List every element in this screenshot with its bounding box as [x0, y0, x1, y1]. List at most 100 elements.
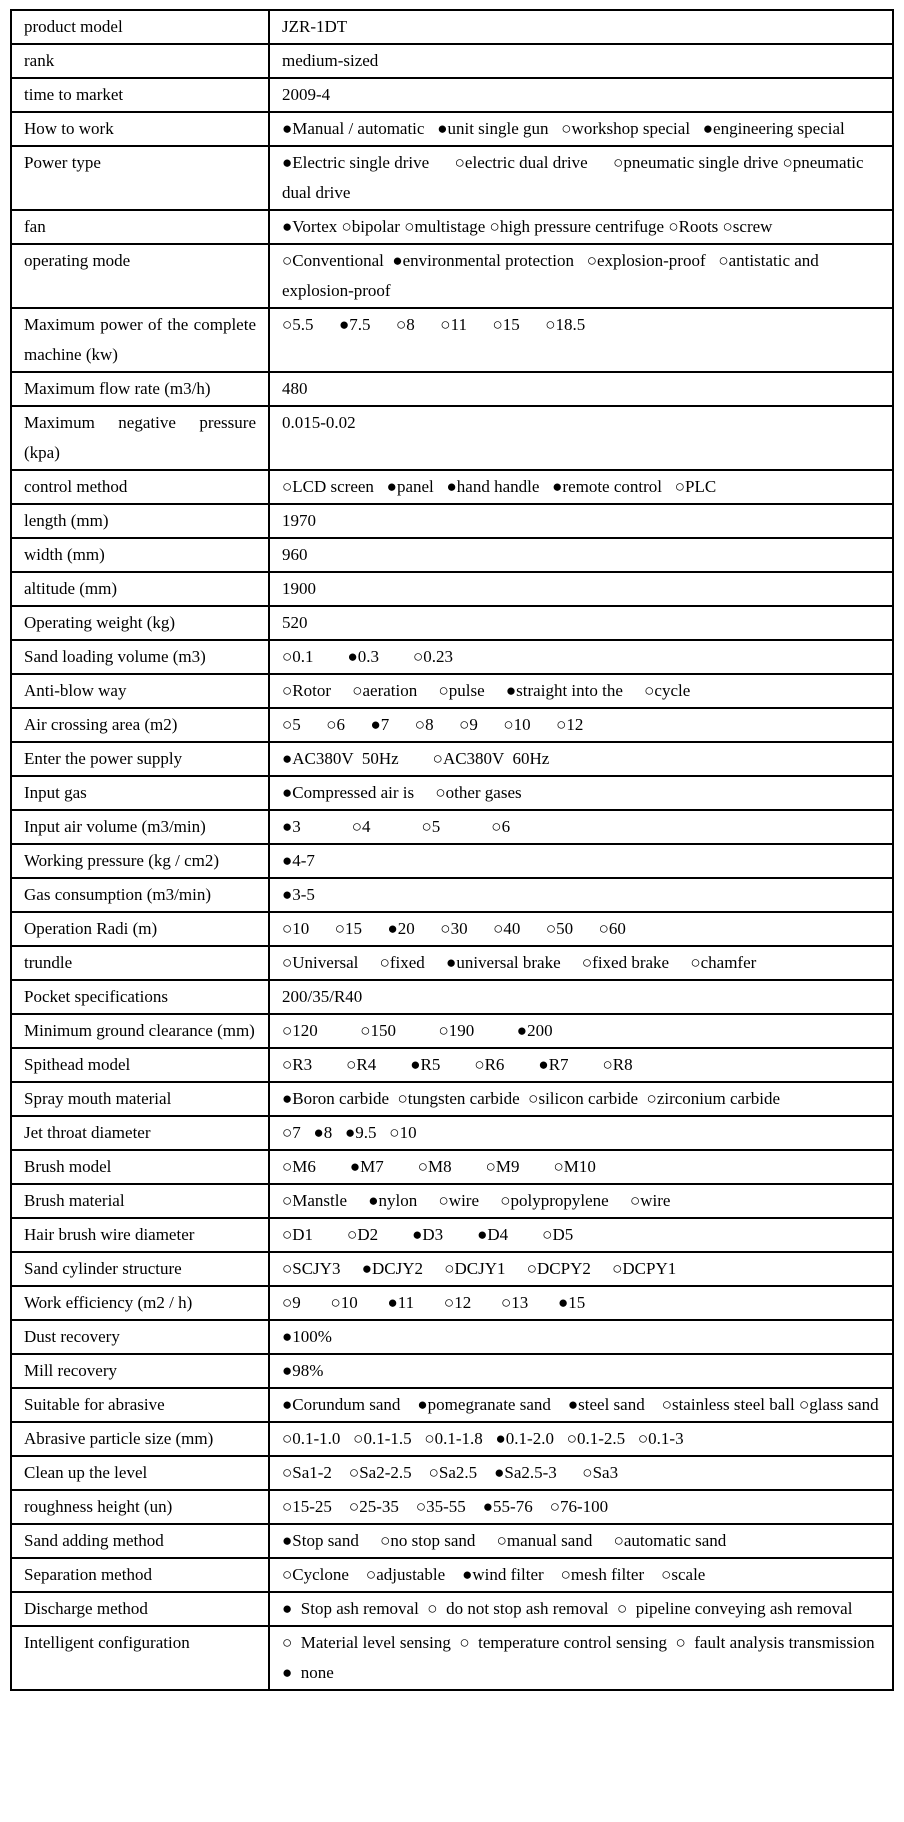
- spec-value: ○Sa1-2 ○Sa2-2.5 ○Sa2.5 ●Sa2.5-3 ○Sa3: [268, 1455, 894, 1491]
- spec-attribute-label: Mill recovery: [10, 1353, 270, 1389]
- spec-row: Pocket specifications 200/35/R40: [10, 979, 894, 1015]
- spec-attribute-label: length (mm): [10, 503, 270, 539]
- spec-row: Spray mouth material ●Boron carbide ○tung…: [10, 1081, 894, 1117]
- spec-attribute-label: product model: [10, 9, 270, 45]
- spec-row: Sand cylinder structure ○SCJY3 ●DCJY2 ○DC…: [10, 1251, 894, 1287]
- spec-attribute-label: How to work: [10, 111, 270, 147]
- spec-value: ●Stop sand ○no stop sand ○manual sand ○a…: [268, 1523, 894, 1559]
- spec-value: ●4-7: [268, 843, 894, 879]
- spec-row: fan ●Vortex ○bipolar ○multistage ○high pr…: [10, 209, 894, 245]
- spec-row: Input air volume (m3/min) ●3 ○4 ○5 ○6: [10, 809, 894, 845]
- spec-attribute-label: Spithead model: [10, 1047, 270, 1083]
- spec-value: 200/35/R40: [268, 979, 894, 1015]
- spec-value: medium-sized: [268, 43, 894, 79]
- spec-row: Mill recovery ●98%: [10, 1353, 894, 1389]
- spec-attribute-label: Maximum flow rate (m3/h): [10, 371, 270, 407]
- spec-value: ●Compressed air is ○other gases: [268, 775, 894, 811]
- spec-attribute-label: Hair brush wire diameter: [10, 1217, 270, 1253]
- spec-attribute-label: Air crossing area (m2): [10, 707, 270, 743]
- spec-value: ○15-25 ○25-35 ○35-55 ●55-76 ○76-100: [268, 1489, 894, 1525]
- spec-value: ○ Material level sensing ○ temperature c…: [268, 1625, 894, 1691]
- spec-value: ○10 ○15 ●20 ○30 ○40 ○50 ○60: [268, 911, 894, 947]
- spec-attribute-label: Work efficiency (m2 / h): [10, 1285, 270, 1321]
- spec-value: ○Conventional ●environmental protection …: [268, 243, 894, 309]
- spec-row: Clean up the level ○Sa1-2 ○Sa2-2.5 ○Sa2.5…: [10, 1455, 894, 1491]
- spec-attribute-label: altitude (mm): [10, 571, 270, 607]
- spec-attribute-label: Input gas: [10, 775, 270, 811]
- spec-attribute-label: Input air volume (m3/min): [10, 809, 270, 845]
- spec-row: Anti-blow way ○Rotor ○aeration ○pulse ●st…: [10, 673, 894, 709]
- spec-value: ○Rotor ○aeration ○pulse ●straight into t…: [268, 673, 894, 709]
- spec-row: Input gas ●Compressed air is ○other gases: [10, 775, 894, 811]
- spec-row: Suitable for abrasive ●Corundum sand ●pom…: [10, 1387, 894, 1423]
- spec-row: Brush material ○Manstle ●nylon ○wire ○pol…: [10, 1183, 894, 1219]
- spec-value: ○SCJY3 ●DCJY2 ○DCJY1 ○DCPY2 ○DCPY1: [268, 1251, 894, 1287]
- spec-value: ○M6 ●M7 ○M8 ○M9 ○M10: [268, 1149, 894, 1185]
- spec-attribute-label: Clean up the level: [10, 1455, 270, 1491]
- spec-attribute-label: Jet throat diameter: [10, 1115, 270, 1151]
- spec-attribute-label: Dust recovery: [10, 1319, 270, 1355]
- spec-attribute-label: rank: [10, 43, 270, 79]
- spec-row: Air crossing area (m2) ○5 ○6 ●7 ○8 ○9 ○10…: [10, 707, 894, 743]
- spec-value: ○5.5 ●7.5 ○8 ○11 ○15 ○18.5: [268, 307, 894, 373]
- spec-row: Sand adding method ●Stop sand ○no stop sa…: [10, 1523, 894, 1559]
- spec-row: operating mode ○Conventional ●environment…: [10, 243, 894, 309]
- spec-attribute-label: Suitable for abrasive: [10, 1387, 270, 1423]
- spec-attribute-label: fan: [10, 209, 270, 245]
- spec-row: Operation Radi (m) ○10 ○15 ●20 ○30 ○40 ○5…: [10, 911, 894, 947]
- spec-attribute-label: Abrasive particle size (mm): [10, 1421, 270, 1457]
- spec-value: ●3-5: [268, 877, 894, 913]
- spec-row: altitude (mm) 1900: [10, 571, 894, 607]
- spec-row: Abrasive particle size (mm) ○0.1-1.0 ○0.1…: [10, 1421, 894, 1457]
- spec-value: ●98%: [268, 1353, 894, 1389]
- spec-row: Brush model ○M6 ●M7 ○M8 ○M9 ○M10: [10, 1149, 894, 1185]
- spec-value: ○LCD screen ●panel ●hand handle ●remote …: [268, 469, 894, 505]
- spec-value: ○R3 ○R4 ●R5 ○R6 ●R7 ○R8: [268, 1047, 894, 1083]
- spec-row: Power type ●Electric single drive ○electr…: [10, 145, 894, 211]
- spec-row: length (mm) 1970: [10, 503, 894, 539]
- spec-attribute-label: Working pressure (kg / cm2): [10, 843, 270, 879]
- product-spec-table: product model JZR-1DT rank medium-sized time…: [10, 9, 894, 1691]
- spec-attribute-label: Intelligent configuration: [10, 1625, 270, 1691]
- spec-value: ○5 ○6 ●7 ○8 ○9 ○10 ○12: [268, 707, 894, 743]
- spec-attribute-label: Operation Radi (m): [10, 911, 270, 947]
- spec-attribute-label: roughness height (un): [10, 1489, 270, 1525]
- spec-row: Sand loading volume (m3) ○0.1 ●0.3 ○0.23: [10, 639, 894, 675]
- spec-value: ○120 ○150 ○190 ●200: [268, 1013, 894, 1049]
- spec-row: roughness height (un) ○15-25 ○25-35 ○35-5…: [10, 1489, 894, 1525]
- spec-attribute-label: operating mode: [10, 243, 270, 309]
- spec-value: ●Electric single drive ○electric dual dr…: [268, 145, 894, 211]
- spec-value: ●Vortex ○bipolar ○multistage ○high press…: [268, 209, 894, 245]
- spec-attribute-label: Enter the power supply: [10, 741, 270, 777]
- spec-attribute-label: time to market: [10, 77, 270, 113]
- spec-value: ○Manstle ●nylon ○wire ○polypropylene ○wi…: [268, 1183, 894, 1219]
- spec-value: ○0.1-1.0 ○0.1-1.5 ○0.1-1.8 ●0.1-2.0 ○0.1…: [268, 1421, 894, 1457]
- spec-attribute-label: Maximum negative pressure (kpa): [10, 405, 270, 471]
- spec-row: Separation method ○Cyclone ○adjustable ●w…: [10, 1557, 894, 1593]
- spec-value: ○9 ○10 ●11 ○12 ○13 ●15: [268, 1285, 894, 1321]
- spec-attribute-label: Brush material: [10, 1183, 270, 1219]
- spec-row: Operating weight (kg) 520: [10, 605, 894, 641]
- spec-value: ●Corundum sand ●pomegranate sand ●steel …: [268, 1387, 894, 1423]
- spec-value: ○Cyclone ○adjustable ●wind filter ○mesh …: [268, 1557, 894, 1593]
- spec-value: 2009-4: [268, 77, 894, 113]
- spec-attribute-label: trundle: [10, 945, 270, 981]
- spec-attribute-label: Power type: [10, 145, 270, 211]
- spec-row: Minimum ground clearance (mm) ○120 ○150 ○…: [10, 1013, 894, 1049]
- spec-attribute-label: Sand loading volume (m3): [10, 639, 270, 675]
- spec-row: trundle ○Universal ○fixed ●universal brak…: [10, 945, 894, 981]
- spec-row: Dust recovery ●100%: [10, 1319, 894, 1355]
- spec-attribute-label: width (mm): [10, 537, 270, 573]
- spec-row: Discharge method ● Stop ash removal ○ do …: [10, 1591, 894, 1627]
- spec-value: ●100%: [268, 1319, 894, 1355]
- spec-row: Work efficiency (m2 / h) ○9 ○10 ●11 ○12 ○…: [10, 1285, 894, 1321]
- spec-attribute-label: control method: [10, 469, 270, 505]
- spec-value: ○0.1 ●0.3 ○0.23: [268, 639, 894, 675]
- spec-table-body: product model JZR-1DT rank medium-sized time…: [10, 9, 894, 1691]
- spec-row: Hair brush wire diameter ○D1 ○D2 ●D3 ●D4 …: [10, 1217, 894, 1253]
- spec-row: Intelligent configuration ○ Material leve…: [10, 1625, 894, 1691]
- spec-value: ○7 ●8 ●9.5 ○10: [268, 1115, 894, 1151]
- spec-attribute-label: Operating weight (kg): [10, 605, 270, 641]
- spec-row: Maximum power of the complete machine (k…: [10, 307, 894, 373]
- spec-attribute-label: Brush model: [10, 1149, 270, 1185]
